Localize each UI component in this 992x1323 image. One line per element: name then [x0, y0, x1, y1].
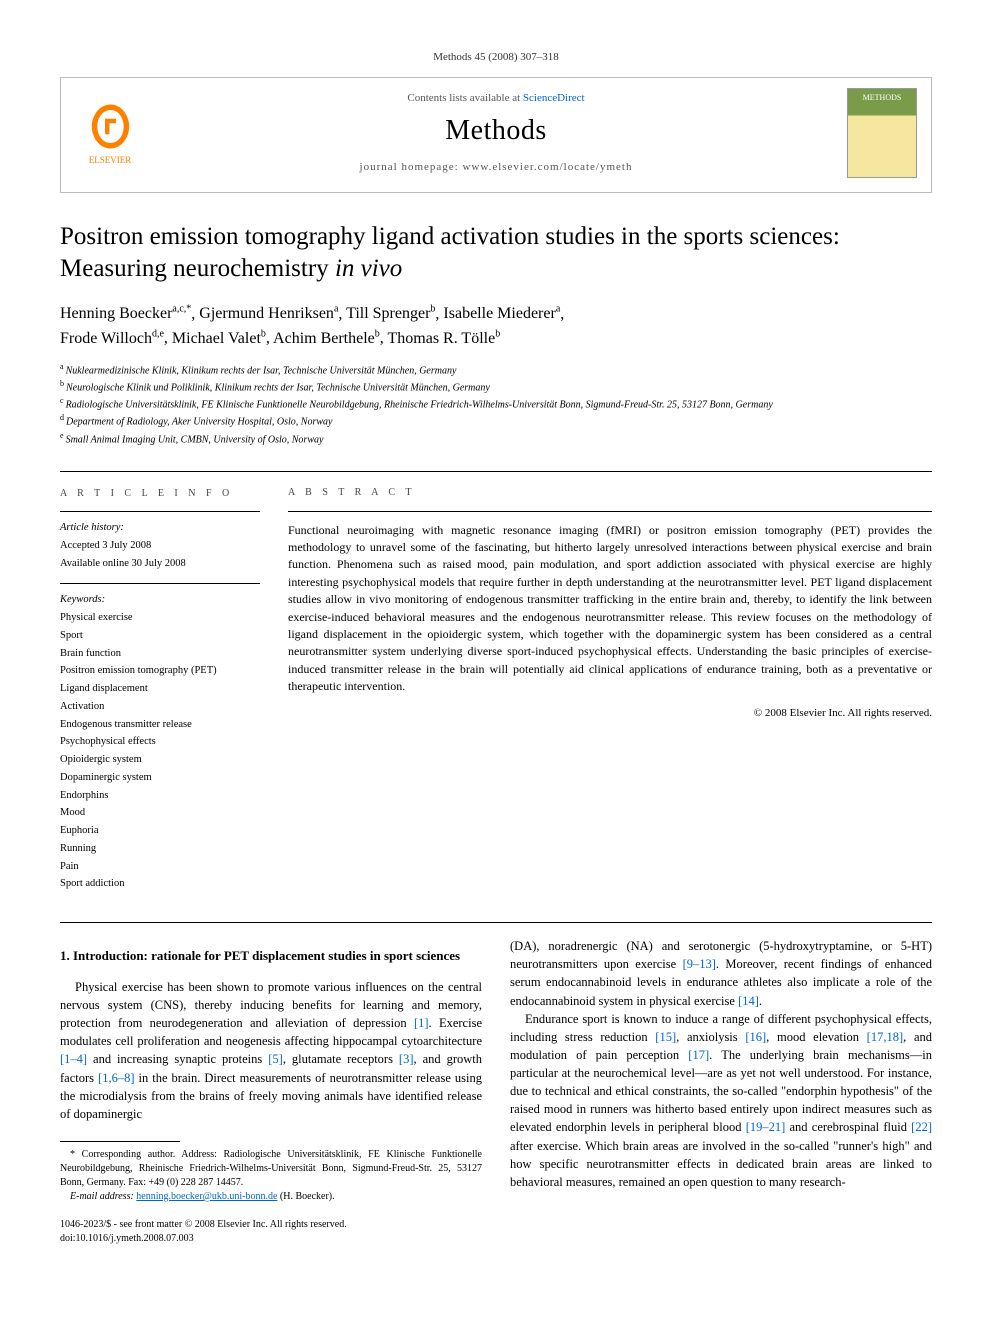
keyword: Psychophysical effects [60, 734, 260, 750]
keyword: Dopaminergic system [60, 770, 260, 786]
accepted-date: Accepted 3 July 2008 [60, 538, 260, 554]
keyword: Positron emission tomography (PET) [60, 663, 260, 679]
email-link[interactable]: henning.boecker@ukb.uni-bonn.de [136, 1191, 277, 1202]
keyword: Physical exercise [60, 610, 260, 626]
citation-line: Methods 45 (2008) 307–318 [60, 50, 932, 65]
footer: 1046-2023/$ - see front matter © 2008 El… [60, 1218, 932, 1246]
ref-link[interactable]: [17] [688, 1048, 709, 1062]
author: Till Sprengerb [346, 305, 435, 322]
keyword: Running [60, 841, 260, 857]
footnotes: * Corresponding author. Address: Radiolo… [60, 1148, 482, 1204]
ref-link[interactable]: [14] [738, 994, 759, 1008]
journal-homepage: journal homepage: www.elsevier.com/locat… [145, 160, 847, 175]
keywords-label: Keywords: [60, 592, 260, 608]
ref-link[interactable]: [1–4] [60, 1052, 87, 1066]
affiliation: aNuklearmedizinische Klinik, Klinikum re… [60, 361, 932, 378]
article-info-column: A R T I C L E I N F O Article history: A… [60, 486, 260, 894]
ref-link[interactable]: [9–13] [683, 957, 716, 971]
body-paragraph: Endurance sport is known to induce a ran… [510, 1010, 932, 1191]
journal-cover-thumbnail: METHODS [847, 88, 917, 178]
sciencedirect-link[interactable]: ScienceDirect [523, 92, 585, 104]
ref-link[interactable]: [5] [268, 1052, 283, 1066]
article-info-heading: A R T I C L E I N F O [60, 486, 260, 501]
keyword: Activation [60, 699, 260, 715]
ref-link[interactable]: [1] [414, 1016, 429, 1030]
online-date: Available online 30 July 2008 [60, 556, 260, 572]
section-heading: 1. Introduction: rationale for PET displ… [60, 947, 482, 966]
corresponding-author: * Corresponding author. Address: Radiolo… [60, 1148, 482, 1190]
footnote-rule [60, 1141, 180, 1142]
journal-header: ELSEVIER Contents lists available at Sci… [60, 77, 932, 193]
abstract-copyright: © 2008 Elsevier Inc. All rights reserved… [288, 706, 932, 722]
ref-link[interactable]: [1,6–8] [98, 1071, 134, 1085]
history-label: Article history: [60, 520, 260, 536]
author: Gjermund Henriksena [199, 305, 338, 322]
elsevier-logo: ELSEVIER [75, 94, 145, 172]
author: Thomas R. Tölleb [388, 330, 501, 347]
keyword: Sport [60, 628, 260, 644]
author: Isabelle Miederera [443, 305, 560, 322]
journal-name: Methods [145, 112, 847, 150]
email-line: E-mail address: henning.boecker@ukb.uni-… [60, 1190, 482, 1204]
doi-line: doi:10.1016/j.ymeth.2008.07.003 [60, 1233, 194, 1244]
authors-list: Henning Boeckera,c,*, Gjermund Henriksen… [60, 302, 932, 351]
ref-link[interactable]: [17,18] [867, 1030, 903, 1044]
article-title: Positron emission tomography ligand acti… [60, 221, 932, 286]
body-two-column: 1. Introduction: rationale for PET displ… [60, 937, 932, 1204]
keyword: Brain function [60, 646, 260, 662]
issn-line: 1046-2023/$ - see front matter © 2008 El… [60, 1219, 347, 1230]
keyword: Pain [60, 859, 260, 875]
affiliation: eSmall Animal Imaging Unit, CMBN, Univer… [60, 430, 932, 447]
keyword: Endogenous transmitter release [60, 717, 260, 733]
body-paragraph: (DA), noradrenergic (NA) and serotonergi… [510, 937, 932, 1010]
keyword: Ligand displacement [60, 681, 260, 697]
keyword: Endorphins [60, 788, 260, 804]
abstract-heading: A B S T R A C T [288, 486, 932, 501]
affiliation: bNeurologische Klinik und Poliklinik, Kl… [60, 378, 932, 395]
keyword: Mood [60, 805, 260, 821]
divider [60, 471, 932, 472]
ref-link[interactable]: [3] [399, 1052, 414, 1066]
author: Achim Bertheleb [273, 330, 380, 347]
affiliations: aNuklearmedizinische Klinik, Klinikum re… [60, 361, 932, 448]
ref-link[interactable]: [22] [911, 1120, 932, 1134]
keyword: Euphoria [60, 823, 260, 839]
abstract-column: A B S T R A C T Functional neuroimaging … [288, 486, 932, 894]
ref-link[interactable]: [15] [655, 1030, 676, 1044]
keyword: Opioidergic system [60, 752, 260, 768]
abstract-text: Functional neuroimaging with magnetic re… [288, 522, 932, 696]
author: Michael Valetb [172, 330, 266, 347]
ref-link[interactable]: [16] [745, 1030, 766, 1044]
ref-link[interactable]: [19–21] [746, 1120, 786, 1134]
contents-available: Contents lists available at ScienceDirec… [145, 91, 847, 106]
keyword: Sport addiction [60, 876, 260, 892]
affiliation: cRadiologische Universitätsklinik, FE Kl… [60, 395, 932, 412]
author: Henning Boeckera,c,* [60, 305, 191, 322]
elsevier-label: ELSEVIER [89, 154, 132, 166]
affiliation: dDepartment of Radiology, Aker Universit… [60, 412, 932, 429]
body-paragraph: Physical exercise has been shown to prom… [60, 978, 482, 1123]
author: Frode Willochd,e [60, 330, 164, 347]
